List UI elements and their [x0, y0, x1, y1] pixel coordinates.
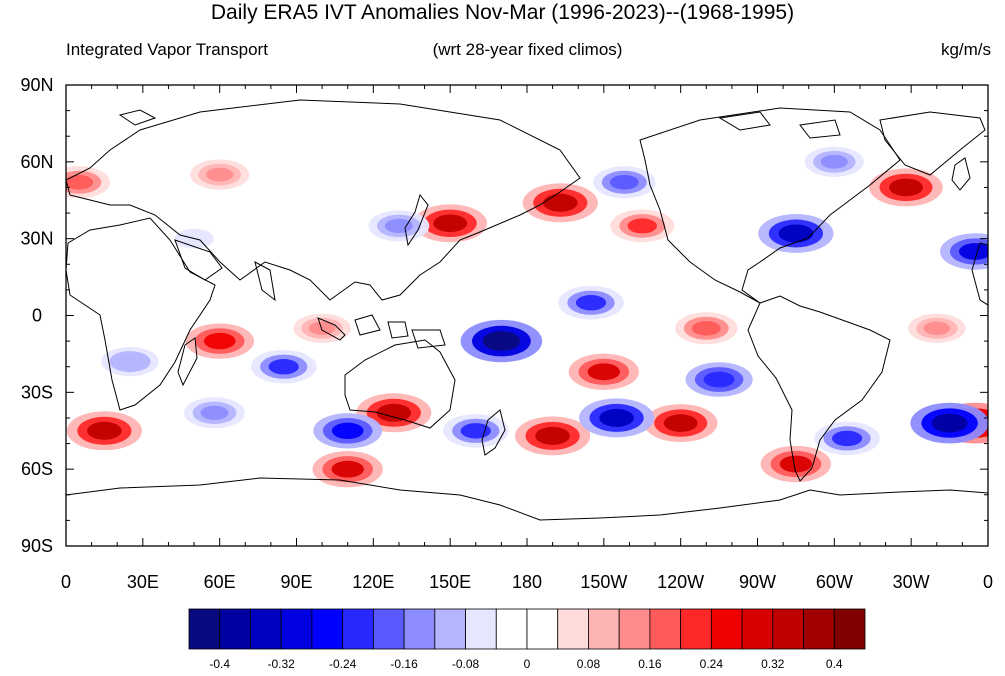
coastlines [66, 99, 988, 521]
anomaly-blob [376, 403, 412, 422]
anomaly-blob [959, 243, 988, 260]
colorbar-swatch [557, 608, 589, 650]
anomaly-field [66, 146, 988, 488]
anomaly-blob [779, 455, 813, 473]
anomaly-blob [575, 295, 607, 311]
colorbar-swatch [342, 608, 374, 650]
anomaly-blob [206, 167, 234, 182]
lon-tick-label: 0 [983, 572, 993, 592]
colorbar-swatch [280, 608, 313, 650]
anomaly-blob [832, 430, 863, 447]
colorbar-label: 0.08 [577, 657, 601, 671]
colorbar-label: 0.32 [761, 657, 785, 671]
lon-tick-label: 30E [127, 572, 159, 592]
anomaly-blob [384, 218, 413, 233]
anomaly-blob [627, 218, 657, 234]
map-title: Daily ERA5 IVT Anomalies Nov-Mar (1996-2… [210, 1, 795, 24]
anomaly-blob [331, 460, 364, 478]
colorbar-swatch [434, 608, 466, 650]
lat-tick-label: 90S [21, 536, 53, 556]
colorbar-swatch [618, 608, 651, 650]
lon-tick-label: 30W [893, 572, 930, 592]
units-label: kg/m/s [940, 40, 991, 59]
colorbar-swatch [403, 608, 436, 650]
colorbar-swatch [710, 608, 743, 650]
colorbar-swatch [741, 608, 774, 650]
anomaly-blob [482, 331, 521, 351]
colorbar-swatch [803, 608, 835, 650]
colorbar-swatch [250, 608, 282, 650]
colorbar-swatch [649, 608, 682, 650]
colorbar-swatch [372, 608, 405, 650]
anomaly-blob [703, 371, 735, 388]
colorbar-label: -0.08 [452, 657, 480, 671]
anomaly-blob [116, 354, 144, 369]
lon-tick-label: 90W [739, 572, 776, 592]
anomaly-blob [433, 214, 468, 233]
anomaly-blob [308, 321, 336, 335]
colorbar-swatch [588, 608, 620, 650]
colorbar-label: -0.24 [329, 657, 357, 671]
lat-tick-label: 60N [20, 152, 53, 172]
colorbar-label: 0.16 [638, 657, 662, 671]
anomaly-blob [778, 224, 814, 243]
anomaly-blob [66, 175, 94, 190]
lat-tick-label: 60S [21, 459, 53, 479]
lon-tick-label: 150W [580, 572, 627, 592]
colorbar-label: -0.16 [390, 657, 418, 671]
anomaly-blob [268, 359, 299, 375]
anomaly-blob [691, 321, 721, 336]
anomaly-blob [931, 413, 968, 433]
anomaly-blob [609, 175, 639, 190]
colorbar-label: 0.24 [700, 657, 724, 671]
lon-tick-label: 90E [280, 572, 312, 592]
colorbar-swatch [526, 608, 559, 650]
lon-tick-label: 60E [204, 572, 236, 592]
anomaly-blob [599, 408, 634, 427]
lon-tick-label: 150E [429, 572, 471, 592]
colorbar-swatch [833, 608, 866, 650]
colorbar-label: 0.4 [826, 657, 843, 671]
lon-tick-label: 120W [657, 572, 704, 592]
colorbar-label: -0.32 [268, 657, 296, 671]
anomaly-blob [200, 405, 229, 420]
colorbar-swatch [188, 608, 221, 650]
lat-tick-label: 30S [21, 382, 53, 402]
colorbar-swatch [680, 608, 712, 650]
colorbar-swatch [219, 608, 251, 650]
anomaly-blob [87, 421, 122, 440]
lon-tick-label: 180 [512, 572, 542, 592]
anomaly-blob [820, 154, 848, 169]
lon-tick-label: 120E [352, 572, 394, 592]
colorbar-swatch [772, 608, 804, 650]
lon-tick-label: 0 [61, 572, 71, 592]
lon-tick-label: 60W [816, 572, 853, 592]
anomaly-blob [203, 332, 236, 350]
anomaly-blob [543, 193, 578, 212]
longitude-tick-labels: 0 30E 60E 90E 120E 150E 180 150W 120W 90W 60W 30W 0 [61, 572, 993, 592]
climatology-note: (wrt 28-year fixed climos) [432, 40, 623, 59]
colorbar-swatch [465, 608, 497, 650]
anomaly-blob [535, 426, 570, 445]
lat-tick-label: 90N [20, 75, 53, 95]
colorbar-label: 0 [524, 657, 531, 671]
colorbar-swatch [311, 608, 344, 650]
anomaly-blob [331, 422, 364, 439]
anomaly-blob [663, 414, 698, 432]
lat-tick-label: 0 [32, 306, 42, 326]
axis-ticks [65, 84, 989, 547]
variable-label: Integrated Vapor Transport [66, 40, 268, 59]
anomaly-blob [587, 363, 620, 381]
latitude-tick-labels: 90N 60N 30N 0 30S 60S 90S [20, 75, 53, 556]
colorbar-label: -0.4 [209, 657, 230, 671]
colorbar-swatch [495, 608, 528, 650]
anomaly-blob [923, 321, 950, 335]
lat-tick-label: 30N [20, 229, 53, 249]
anomaly-blob [889, 178, 923, 197]
colorbar: -0.4 -0.32 -0.24 -0.16 -0.08 0 0.08 0.16 0.24 0.3… [188, 608, 866, 671]
